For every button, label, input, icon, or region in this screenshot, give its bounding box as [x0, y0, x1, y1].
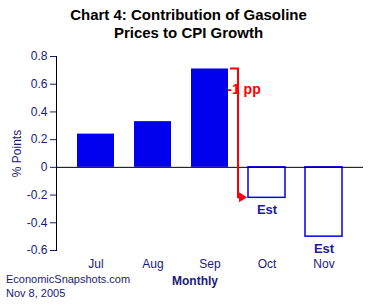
- svg-text:Aug: Aug: [142, 257, 163, 271]
- svg-text:0.4: 0.4: [31, 105, 48, 119]
- html-text:Nov 8, 2005: Nov 8, 2005: [6, 287, 66, 299]
- html-text:EconomicSnapshots.com: EconomicSnapshots.com: [6, 273, 131, 285]
- svg-text:Oct: Oct: [258, 257, 277, 271]
- svg-text:0.8: 0.8: [31, 49, 48, 63]
- html-text:Monthly: Monthly: [172, 274, 218, 288]
- svg-text:Nov: Nov: [313, 257, 334, 271]
- svg-text:Est: Est: [257, 202, 278, 217]
- svg-text:-0.6: -0.6: [27, 243, 48, 257]
- svg-text:Jul: Jul: [88, 257, 103, 271]
- svg-text:Est: Est: [314, 241, 335, 256]
- html-text:Chart 4: Contribution of Gasol: Chart 4: Contribution of Gasoline Prices…: [70, 6, 307, 41]
- svg-text:0: 0: [41, 160, 48, 174]
- svg-text:0.6: 0.6: [31, 77, 48, 91]
- svg-text:-0.2: -0.2: [27, 188, 48, 202]
- svg-text:% Points: % Points: [10, 130, 24, 177]
- svg-text:Sep: Sep: [199, 257, 221, 271]
- svg-text:-1 pp: -1 pp: [227, 81, 260, 97]
- svg-text:-0.4: -0.4: [27, 216, 48, 230]
- svg-text:0.2: 0.2: [31, 132, 48, 146]
